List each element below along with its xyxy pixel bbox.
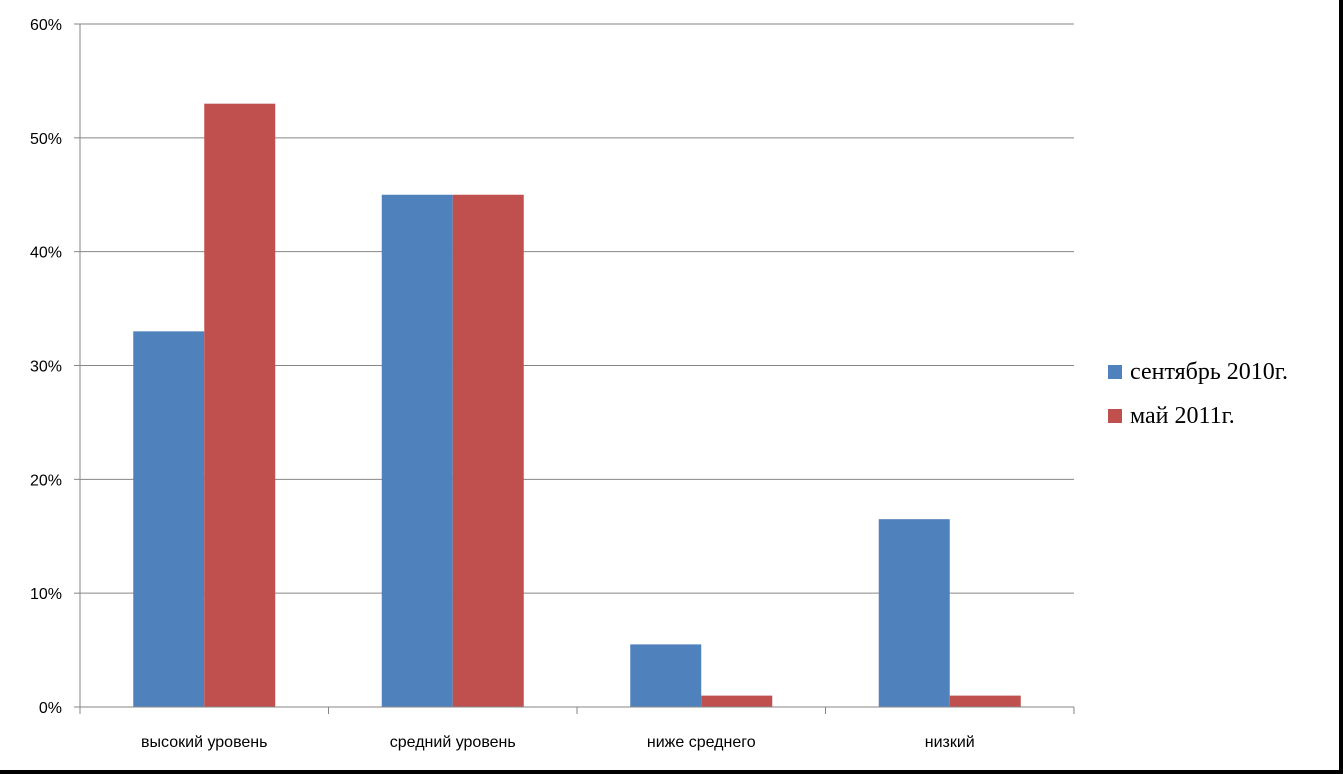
legend-item-series-2: май 2011г. (1108, 394, 1288, 438)
legend-swatch-series-2 (1108, 409, 1122, 423)
bar-2-1 (204, 103, 276, 707)
bar-2-3 (701, 695, 773, 707)
x-category-label: высокий уровень (141, 734, 267, 751)
x-axis-labels: высокий уровень средний уровень ниже средн… (141, 734, 975, 751)
y-tick-label: 40% (30, 245, 62, 262)
bars (133, 103, 1021, 707)
x-category-label: низкий (925, 734, 975, 751)
y-tick-label: 50% (30, 131, 62, 148)
y-tick-label: 0% (39, 700, 62, 717)
x-category-label: средний уровень (390, 734, 516, 751)
y-tick-label: 60% (30, 17, 62, 34)
bar-2-2 (452, 194, 524, 707)
legend-label-series-2: май 2011г. (1130, 402, 1235, 429)
legend-item-series-1: сентябрь 2010г. (1108, 350, 1288, 394)
y-tick-label: 20% (30, 472, 62, 489)
y-tick-label: 30% (30, 359, 62, 376)
bar-1-4 (878, 519, 950, 707)
bar-1-2 (381, 194, 453, 707)
axes (79, 24, 1075, 714)
x-category-label: ниже среднего (647, 734, 756, 751)
legend-label-series-1: сентябрь 2010г. (1130, 358, 1288, 385)
bar-1-3 (630, 644, 702, 707)
legend: сентябрь 2010г. май 2011г. (1108, 350, 1288, 438)
legend-swatch-series-1 (1108, 365, 1122, 379)
bar-1-1 (133, 331, 205, 707)
y-axis-ticks: 0% 10% 20% 30% 40% 50% 60% (30, 17, 80, 717)
y-tick-label: 10% (30, 586, 62, 603)
bar-2-4 (949, 695, 1021, 707)
